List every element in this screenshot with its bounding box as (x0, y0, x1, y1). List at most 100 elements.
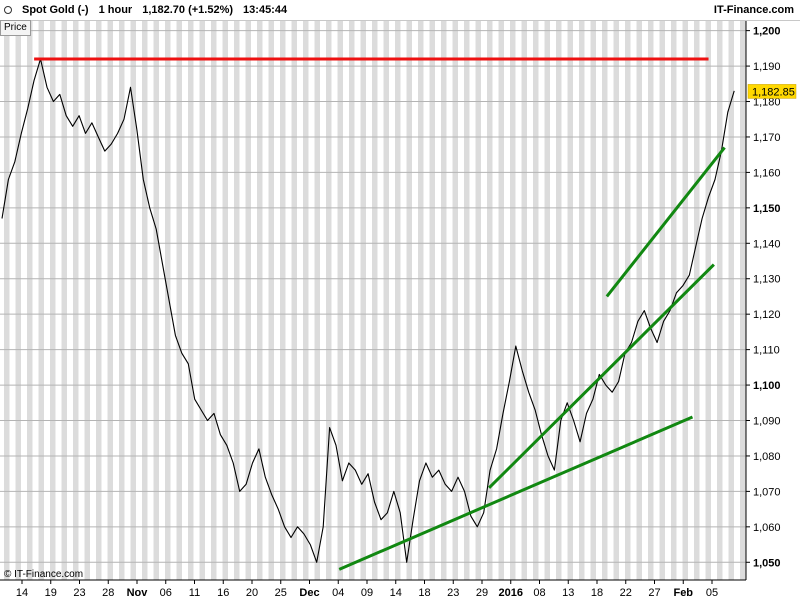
last-price-label: 1,182.85 (752, 86, 795, 98)
y-tick-label: 1,130 (753, 274, 781, 286)
background-stripe (142, 20, 148, 580)
price-series-line (1, 58, 735, 563)
x-tick-label: 06 (160, 587, 172, 599)
trendline (605, 146, 726, 298)
x-tick-label: 18 (418, 587, 430, 599)
background-stripe (280, 20, 286, 580)
background-stripe (360, 20, 366, 580)
x-tick-label: 25 (275, 587, 287, 599)
y-tick-label: 1,090 (753, 416, 781, 428)
background-stripe (418, 20, 424, 580)
background-stripe (314, 20, 320, 580)
trendline (338, 415, 694, 571)
x-tick-label: 13 (562, 587, 574, 599)
y-tick-label: 1,120 (753, 309, 781, 321)
instrument-name: Spot Gold (-) (22, 4, 89, 16)
background-stripe (487, 20, 493, 580)
background-stripe (349, 20, 355, 580)
y-tick-label: 1,080 (753, 451, 781, 463)
brand-label: IT-Finance.com (713, 4, 794, 16)
x-tick-label: Dec (299, 587, 319, 599)
last-price-change: 1,182.70 (+1.52%) (142, 4, 234, 16)
background-stripe (188, 20, 194, 580)
x-tick-label: Feb (673, 587, 693, 599)
background-stripe (222, 20, 228, 580)
background-stripe (590, 20, 596, 580)
background-stripe (579, 20, 585, 580)
price-tab[interactable]: Price (0, 20, 31, 36)
y-tick-label: 1,190 (753, 61, 781, 73)
background-stripe (544, 20, 550, 580)
background-stripe (717, 20, 723, 580)
x-tick-label: 28 (102, 587, 114, 599)
x-tick-label: 27 (648, 587, 660, 599)
x-tick-label: 14 (390, 587, 402, 599)
last-price-badge (747, 84, 797, 99)
background-stripe (176, 20, 182, 580)
background-stripe (130, 20, 136, 580)
y-tick-label: 1,050 (753, 557, 781, 569)
background-stripe (510, 20, 516, 580)
x-tick-label: 2016 (499, 587, 523, 599)
background-stripe (372, 20, 378, 580)
background-stripe (567, 20, 573, 580)
y-tick-label: 1,140 (753, 238, 781, 250)
background-stripe (625, 20, 631, 580)
x-tick-label: 23 (73, 587, 85, 599)
background-stripe (659, 20, 665, 580)
chart-header: Spot Gold (-) 1 hour 1,182.70 (+1.52%) 13:4… (0, 0, 800, 21)
x-tick-label: 29 (476, 587, 488, 599)
background-stripe (429, 20, 435, 580)
chart-title: Spot Gold (-) 1 hour 1,182.70 (+1.52%) 13:4… (4, 4, 297, 16)
background-stripe (705, 20, 711, 580)
x-tick-label: 11 (189, 587, 200, 599)
timeframe-label: 1 hour (98, 4, 133, 16)
background-stripe (38, 20, 44, 580)
y-tick-label: 1,070 (753, 486, 781, 498)
x-tick-label: 04 (332, 587, 344, 599)
background-stripe (406, 20, 412, 580)
background-stripe (73, 20, 79, 580)
x-tick-label: 23 (447, 587, 459, 599)
background-stripe (383, 20, 389, 580)
background-stripe (682, 20, 688, 580)
y-tick-label: 1,110 (753, 345, 780, 357)
background-stripe (740, 20, 746, 580)
background-stripe (165, 20, 171, 580)
background-stripe (199, 20, 205, 580)
y-tick-label: 1,200 (753, 26, 781, 38)
background-stripe (4, 20, 10, 580)
background-stripe (268, 20, 274, 580)
background-stripe (234, 20, 240, 580)
timestamp: 13:45:44 (243, 4, 288, 16)
background-stripe (119, 20, 125, 580)
triangle-down-icon[interactable] (4, 6, 12, 14)
background-stripe (441, 20, 447, 580)
x-tick-label: 19 (45, 587, 57, 599)
x-tick-label: 20 (246, 587, 258, 599)
background-stripe (452, 20, 458, 580)
y-tick-label: 1,160 (753, 167, 781, 179)
x-tick-label: 09 (361, 587, 373, 599)
background-stripe (257, 20, 263, 580)
background-stripe (96, 20, 102, 580)
y-tick-label: 1,180 (753, 97, 781, 109)
x-tick-label: 05 (706, 587, 718, 599)
background-stripe (84, 20, 90, 580)
copyright-label: © IT-Finance.com (4, 569, 84, 580)
background-stripe (694, 20, 700, 580)
background-stripe (521, 20, 527, 580)
y-tick-label: 1,060 (753, 522, 781, 534)
background-stripe (464, 20, 470, 580)
background-stripe (15, 20, 21, 580)
background-stripe (395, 20, 401, 580)
trendline (488, 263, 715, 489)
background-stripe (61, 20, 67, 580)
background-stripe (303, 20, 309, 580)
background-stripe (326, 20, 332, 580)
background-stripe (107, 20, 113, 580)
background-stripe (556, 20, 562, 580)
background-stripe (636, 20, 642, 580)
background-stripe (728, 20, 734, 580)
